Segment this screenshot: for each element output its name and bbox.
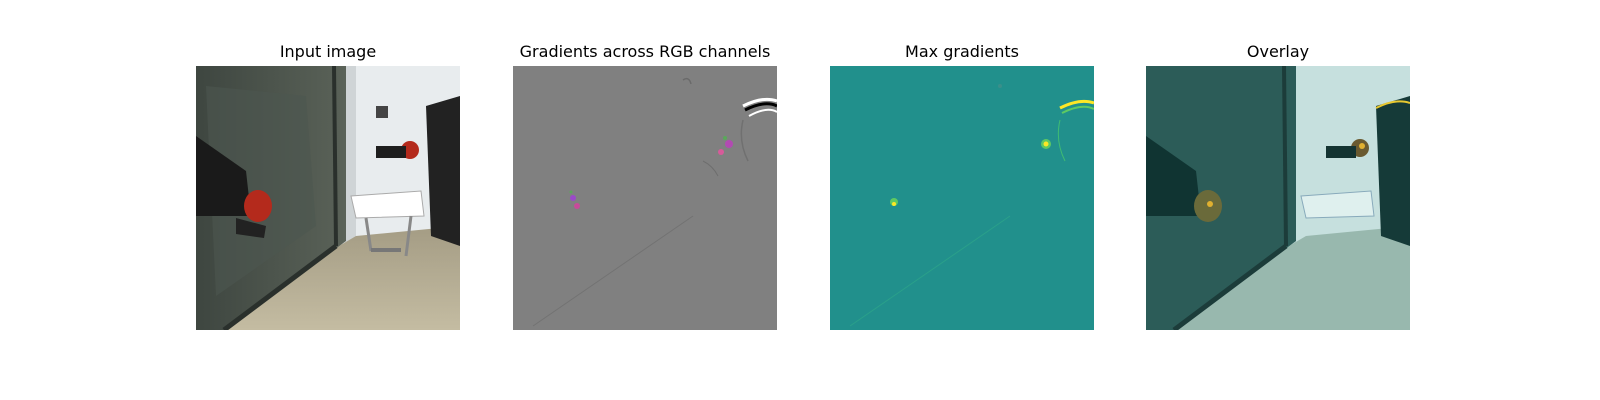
panel-title: Max gradients xyxy=(905,42,1019,61)
rgb-gradient-map xyxy=(513,66,777,330)
overlay-image xyxy=(1146,66,1410,330)
input-image xyxy=(196,66,460,330)
panel-title: Gradients across RGB channels xyxy=(519,42,771,61)
panel-title: Input image xyxy=(279,42,377,61)
max-gradient-map xyxy=(830,66,1094,330)
panel-title: Overlay xyxy=(1246,42,1310,61)
